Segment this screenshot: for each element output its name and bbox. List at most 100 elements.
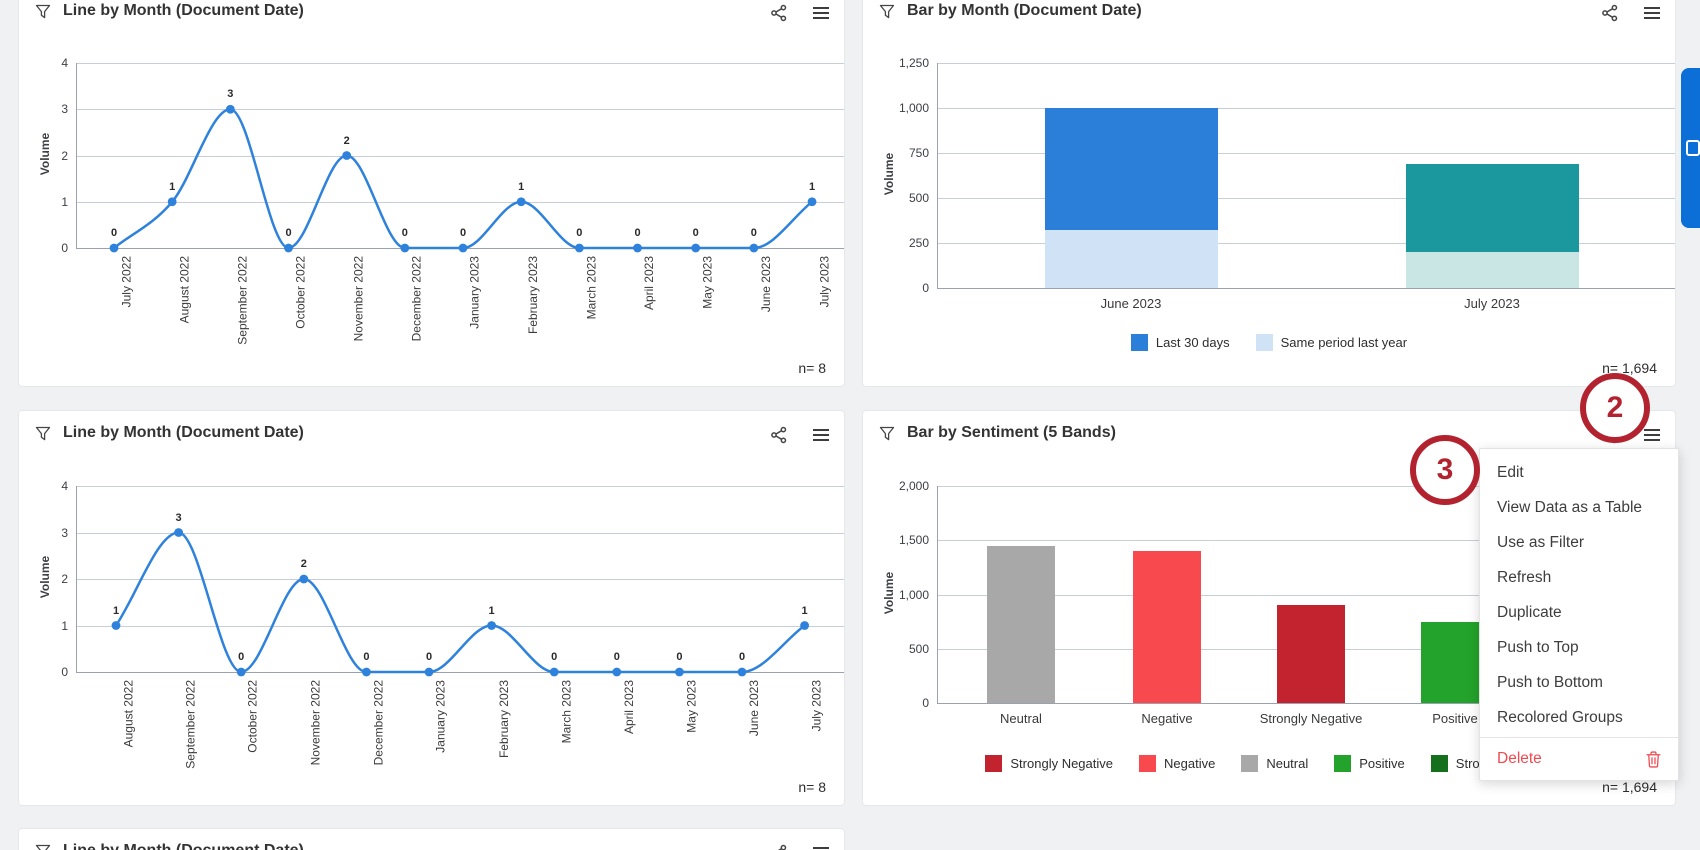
point-value-label: 0 xyxy=(285,227,292,239)
annotation-circle-3: 3 xyxy=(1410,435,1480,505)
y-tick-label: 500 xyxy=(908,641,929,656)
point-value-label: 0 xyxy=(613,651,620,663)
point-value-label: 0 xyxy=(459,227,467,239)
y-tick-label: 1 xyxy=(61,194,68,209)
y-tick-label: 1,000 xyxy=(898,101,929,115)
y-axis-line xyxy=(76,63,77,248)
filter-funnel-icon[interactable] xyxy=(35,4,51,20)
bar[interactable] xyxy=(1277,605,1345,703)
point-value-label: 0 xyxy=(634,227,641,239)
legend-item[interactable]: Negative xyxy=(1139,755,1215,772)
context-menu: Edit View Data as a Table Use as Filter Ref… xyxy=(1479,448,1679,781)
x-tick-label: Strongly Negative xyxy=(1259,711,1363,726)
y-tick-label: 2 xyxy=(61,148,68,163)
side-panel-toggle[interactable] xyxy=(1681,68,1700,228)
n-count: n= 8 xyxy=(798,779,826,795)
gridline xyxy=(76,63,844,64)
point-value-label: 1 xyxy=(808,180,816,193)
panel-menu-icon[interactable] xyxy=(1643,428,1661,442)
y-tick-label: 1,000 xyxy=(898,587,929,602)
share-icon[interactable] xyxy=(1601,4,1619,22)
point-value-label: 1 xyxy=(488,604,495,617)
point-value-label: 0 xyxy=(692,227,699,239)
y-tick-label: 2 xyxy=(61,572,68,586)
panel-menu-icon[interactable] xyxy=(812,846,830,850)
y-tick-label: 0 xyxy=(61,665,68,679)
panel-title: Bar by Month (Document Date) xyxy=(907,2,1142,19)
menu-item-use-as-filter[interactable]: Use as Filter xyxy=(1497,534,1584,551)
share-icon[interactable] xyxy=(770,4,788,22)
bar[interactable] xyxy=(987,545,1055,703)
y-tick-label: 500 xyxy=(908,191,929,205)
y-tick-label: 1 xyxy=(61,618,68,633)
y-tick-label: 0 xyxy=(922,281,929,295)
legend-label: Neutral xyxy=(1266,756,1309,771)
legend-label: Strongly Negative xyxy=(1010,756,1114,771)
y-tick-label: 1,500 xyxy=(898,533,929,548)
line-series xyxy=(109,104,817,253)
filter-funnel-icon[interactable] xyxy=(879,426,895,442)
bar-segment[interactable] xyxy=(1405,163,1579,252)
filter-funnel-icon[interactable] xyxy=(35,426,51,442)
x-tick-label: June 2023 xyxy=(758,256,773,313)
point-value-label: 3 xyxy=(227,88,234,101)
n-count: n= 1,694 xyxy=(1602,779,1657,795)
point-value-label: 1 xyxy=(169,180,176,193)
bar[interactable] xyxy=(1133,551,1201,703)
gridline xyxy=(937,540,1675,542)
point-value-label: 0 xyxy=(110,227,118,239)
legend-swatch xyxy=(1255,334,1273,351)
bar[interactable] xyxy=(1421,621,1489,703)
menu-item-refresh[interactable]: Refresh xyxy=(1497,569,1552,586)
x-tick-label: Neutral xyxy=(1000,711,1042,726)
menu-item-edit[interactable]: Edit xyxy=(1497,464,1524,481)
bar-segment[interactable] xyxy=(1044,230,1218,288)
x-axis-line xyxy=(76,672,844,673)
x-tick-label: December 2022 xyxy=(371,680,386,766)
x-tick-label: August 2022 xyxy=(121,680,135,748)
y-tick-label: 250 xyxy=(908,236,929,250)
legend-item[interactable]: Neutral xyxy=(1241,755,1308,772)
legend-item[interactable]: Strongly Negative xyxy=(985,755,1113,772)
share-icon[interactable] xyxy=(770,426,788,444)
filter-funnel-icon[interactable] xyxy=(35,844,51,850)
gridline xyxy=(937,63,1675,64)
x-tick-label: June 2023 xyxy=(1100,296,1162,311)
menu-item-recolored-groups[interactable]: Recolored Groups xyxy=(1497,709,1623,726)
x-tick-label: February 2023 xyxy=(526,256,541,335)
menu-item-delete[interactable]: Delete xyxy=(1480,738,1678,780)
x-tick-label: January 2023 xyxy=(434,680,448,753)
y-tick-label: 2,000 xyxy=(898,479,929,493)
panel-menu-icon[interactable] xyxy=(1643,6,1661,20)
y-tick-label: 0 xyxy=(922,696,929,710)
panel-title: Line by Month (Document Date) xyxy=(63,842,304,850)
panel-line-by-month-1: Line by Month (Document Date) 0 1 2 3 4 Volum… xyxy=(18,0,845,387)
legend-label: Negative xyxy=(1164,756,1216,771)
bar-segment[interactable] xyxy=(1044,108,1218,231)
gridline xyxy=(937,243,1675,244)
n-count: n= 8 xyxy=(798,360,826,376)
menu-item-duplicate[interactable]: Duplicate xyxy=(1497,604,1562,621)
legend-item[interactable]: Last 30 days xyxy=(1130,334,1230,351)
panel-expand-icon xyxy=(1686,140,1700,156)
x-tick-label: September 2022 xyxy=(235,256,250,345)
bar-segment[interactable] xyxy=(1405,252,1579,288)
point-value-label: 1 xyxy=(801,604,808,617)
panel-menu-icon[interactable] xyxy=(812,6,830,20)
legend-item[interactable]: Same period last year xyxy=(1255,334,1407,351)
legend-swatch xyxy=(1334,755,1352,772)
filter-funnel-icon[interactable] xyxy=(879,4,895,20)
menu-item-view-data-as-a-table[interactable]: View Data as a Table xyxy=(1497,499,1643,516)
panel-menu-icon[interactable] xyxy=(812,428,830,442)
menu-item-push-to-top[interactable]: Push to Top xyxy=(1497,639,1579,656)
y-tick-label: 4 xyxy=(61,479,68,493)
y-tick-label: 750 xyxy=(908,146,929,160)
gridline xyxy=(76,109,844,111)
x-tick-label: July 2022 xyxy=(119,256,133,308)
gridline xyxy=(76,532,844,534)
legend-item[interactable]: Positive xyxy=(1334,755,1405,772)
stacked-bar-chart: 0 250 500 750 1,000 1,250 Volume June 2023 July … xyxy=(863,0,1675,386)
menu-item-push-to-bottom[interactable]: Push to Bottom xyxy=(1497,674,1603,691)
share-icon[interactable] xyxy=(770,844,788,850)
line-chart: 0 1 2 3 4 Volume 1 3 0 2 0 0 1 0 0 0 0 1 August 2022 Septem… xyxy=(19,411,844,805)
